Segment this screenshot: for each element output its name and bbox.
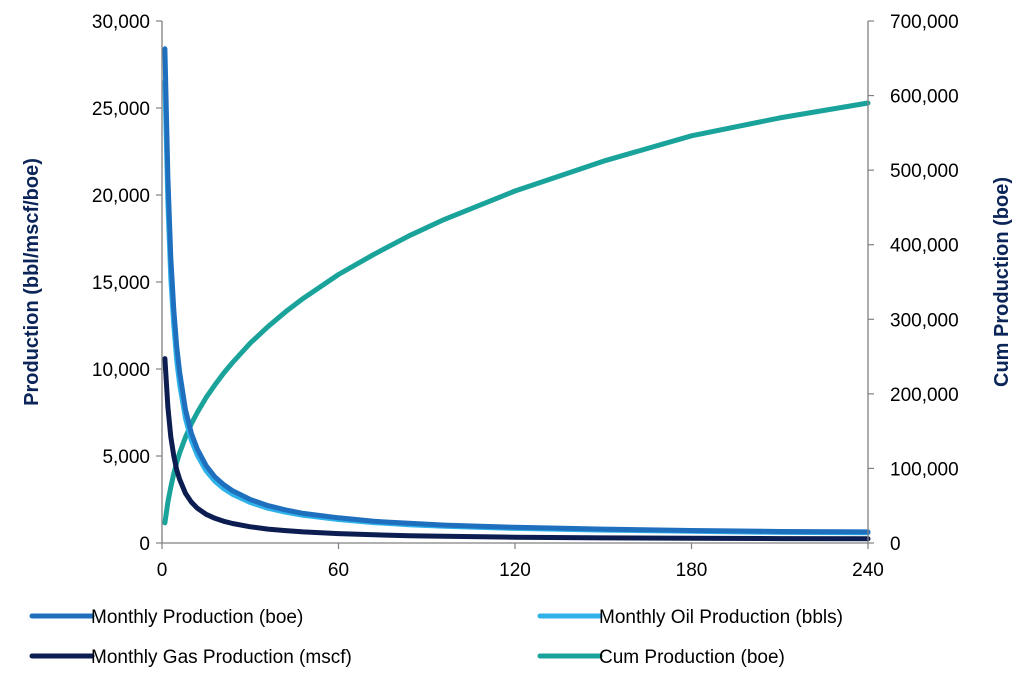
legend-label: Cum Production (boe)	[599, 647, 785, 668]
y-tick-label: 5,000	[102, 447, 150, 468]
y-tick-label: 30,000	[92, 12, 150, 33]
y-tick-label: 20,000	[92, 186, 150, 207]
legend-label: Monthly Oil Production (bbls)	[599, 607, 843, 628]
legend-label: Monthly Gas Production (mscf)	[91, 647, 352, 668]
x-tick-label: 120	[499, 560, 531, 581]
y2-tick-label: 700,000	[890, 12, 959, 33]
axes	[156, 20, 874, 549]
y-tick-label: 25,000	[92, 99, 150, 120]
y-axis-title: Production (bbl/mscf/boe)	[21, 158, 43, 406]
tick-labels: 0 5,000 10,000 15,000 20,000 25,000 30,000 0 100…	[92, 12, 959, 581]
x-tick-label: 180	[676, 560, 708, 581]
series-line-0	[162, 46, 871, 535]
series-line-3	[162, 100, 871, 526]
y2-tick-label: 0	[890, 534, 901, 555]
series-line-2	[162, 356, 871, 542]
y2-tick-label: 200,000	[890, 385, 959, 406]
y2-tick-label: 400,000	[890, 236, 959, 257]
series-line-1	[162, 79, 871, 536]
y2-tick-label: 600,000	[890, 87, 959, 108]
y2-axis-title: Cum Production (boe)	[991, 177, 1013, 387]
y-tick-label: 10,000	[92, 360, 150, 381]
legend: Monthly Production (boe) Monthly Oil Prod…	[29, 607, 843, 668]
legend-label: Monthly Production (boe)	[91, 607, 303, 628]
x-tick-label: 240	[852, 560, 884, 581]
y2-tick-label: 300,000	[890, 310, 959, 331]
y-tick-label: 15,000	[92, 273, 150, 294]
y2-tick-label: 500,000	[890, 161, 959, 182]
x-tick-label: 60	[328, 560, 349, 581]
y2-tick-label: 100,000	[890, 459, 959, 480]
x-tick-label: 0	[157, 560, 168, 581]
plot-lines	[162, 46, 871, 542]
y-tick-label: 0	[139, 534, 150, 555]
